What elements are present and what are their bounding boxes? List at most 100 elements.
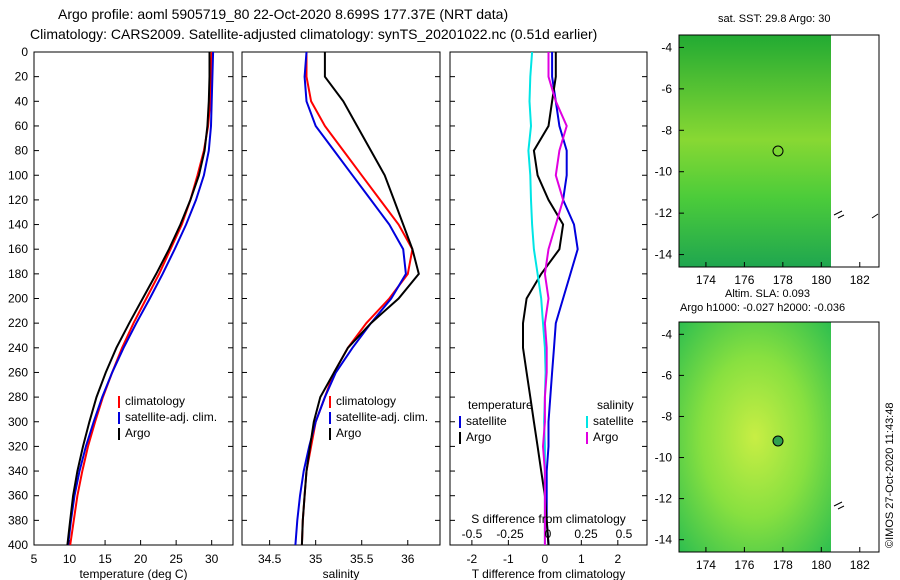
y-tick-label: 220: [8, 316, 28, 330]
x-axis-label: temperature (deg C): [79, 567, 187, 580]
x-tick-top-label: -0.25: [496, 527, 524, 541]
x-axis-top-label: S difference from climatology: [471, 512, 626, 526]
x-axis-label: T difference from climatology: [472, 567, 626, 580]
y-tick-label: 20: [15, 70, 29, 84]
sst-argo-marker: [772, 145, 784, 157]
sst-map-frame: [678, 34, 880, 268]
series-line: [541, 52, 568, 545]
map-lat-label: -10: [655, 451, 673, 465]
x-tick-label: -1: [503, 552, 514, 566]
map-lon-label: 178: [773, 273, 793, 287]
series-group: [522, 52, 579, 545]
map-lon-label: 176: [734, 273, 754, 287]
title-line-1: Argo profile: aoml 5905719_80 22-Oct-202…: [58, 6, 509, 22]
y-tick-label: 260: [8, 365, 28, 379]
x-tick-top-label: -0.5: [462, 527, 483, 541]
y-tick-label: 300: [8, 415, 28, 429]
legend-title-temperature: temperature: [468, 398, 533, 412]
map-lat-label: -4: [661, 327, 672, 341]
map-lon-label: 182: [850, 273, 870, 287]
map-lon-label: 174: [696, 558, 716, 572]
y-tick-label: 320: [8, 439, 28, 453]
y-tick-label: 60: [15, 119, 29, 133]
map-lat-label: -10: [655, 165, 673, 179]
salinity-panel-frame: [241, 51, 441, 546]
map-lat-label: -14: [655, 533, 673, 547]
y-tick-label: 360: [8, 489, 28, 503]
x-tick-top-label: 0.25: [574, 527, 598, 541]
y-tick-label: 40: [15, 94, 29, 108]
map-lon-label: 174: [696, 273, 716, 287]
y-tick-label: 340: [8, 464, 28, 478]
x-axis-label: salinity: [323, 567, 360, 580]
map-lat-label: -4: [661, 40, 672, 54]
series-line: [527, 52, 547, 545]
temperature-panel-frame: [33, 51, 234, 546]
series-line: [545, 52, 579, 545]
map-lat-label: -8: [661, 123, 672, 137]
x-tick-label: 20: [134, 552, 148, 566]
series-line: [66, 52, 211, 545]
legend-title-salinity: salinity: [597, 398, 634, 412]
map-lon-label: 180: [811, 558, 831, 572]
legend-label: Argo: [593, 430, 619, 444]
x-tick-label: 15: [98, 552, 112, 566]
x-tick-label: 1: [578, 552, 585, 566]
sla-map-frame: [678, 321, 880, 553]
y-tick-label: 280: [8, 390, 28, 404]
x-tick-label: 5: [31, 552, 38, 566]
series-line: [69, 52, 213, 545]
map-lon-label: 178: [773, 558, 793, 572]
series-line: [294, 52, 407, 545]
map-lat-label: -8: [661, 409, 672, 423]
x-tick-label: 25: [169, 552, 183, 566]
sla-map-field: [679, 322, 831, 552]
imos-credit: ©IMOS 27-Oct-2020 11:43:48: [884, 402, 896, 548]
y-tick-label: 400: [8, 538, 28, 552]
series-line: [67, 52, 215, 545]
map-lat-label: -12: [655, 206, 673, 220]
legend-label: Argo: [125, 426, 151, 440]
sla-map-title-2: Argo h1000: -0.027 h2000: -0.036: [680, 302, 846, 314]
x-tick-label: 2: [614, 552, 621, 566]
map-lat-label: -14: [655, 248, 673, 262]
map-lon-label: 180: [811, 273, 831, 287]
y-tick-label: 160: [8, 242, 28, 256]
sst-map-title: sat. SST: 29.8 Argo: 30: [718, 13, 831, 25]
series-group: [66, 52, 215, 545]
x-tick-label: 36: [401, 552, 415, 566]
legend-label: satellite: [466, 414, 507, 428]
series-group: [294, 52, 420, 545]
x-tick-label: 35: [309, 552, 323, 566]
legend-label: satellite-adj. clim.: [336, 410, 428, 424]
map-lat-label: -6: [661, 368, 672, 382]
y-tick-label: 200: [8, 292, 28, 306]
map-lon-label: 182: [850, 558, 870, 572]
y-tick-label: 0: [21, 45, 28, 59]
y-tick-label: 380: [8, 513, 28, 527]
series-line: [300, 52, 420, 545]
x-tick-top-label: 0: [545, 527, 552, 541]
map-lat-label: -6: [661, 82, 672, 96]
x-tick-label: 34.5: [258, 552, 282, 566]
x-tick-label: 30: [205, 552, 219, 566]
sla-coastline: [833, 501, 845, 510]
sst-coastline: [833, 210, 879, 219]
x-tick-label: -2: [467, 552, 478, 566]
y-tick-label: 240: [8, 341, 28, 355]
y-tick-label: 120: [8, 193, 28, 207]
map-lat-label: -12: [655, 492, 673, 506]
map-lon-label: 176: [734, 558, 754, 572]
title-line-2: Climatology: CARS2009. Satellite-adjuste…: [30, 26, 598, 42]
y-tick-label: 80: [15, 144, 29, 158]
x-tick-label: 10: [63, 552, 77, 566]
legend-label: satellite-adj. clim.: [125, 410, 217, 424]
series-line: [522, 52, 565, 545]
x-tick-top-label: 0.5: [616, 527, 633, 541]
x-tick-label: 0: [542, 552, 549, 566]
sst-map-field: [679, 35, 831, 267]
sla-argo-marker: [772, 435, 784, 447]
x-tick-label: 35.5: [350, 552, 374, 566]
legend-label: climatology: [125, 394, 185, 408]
